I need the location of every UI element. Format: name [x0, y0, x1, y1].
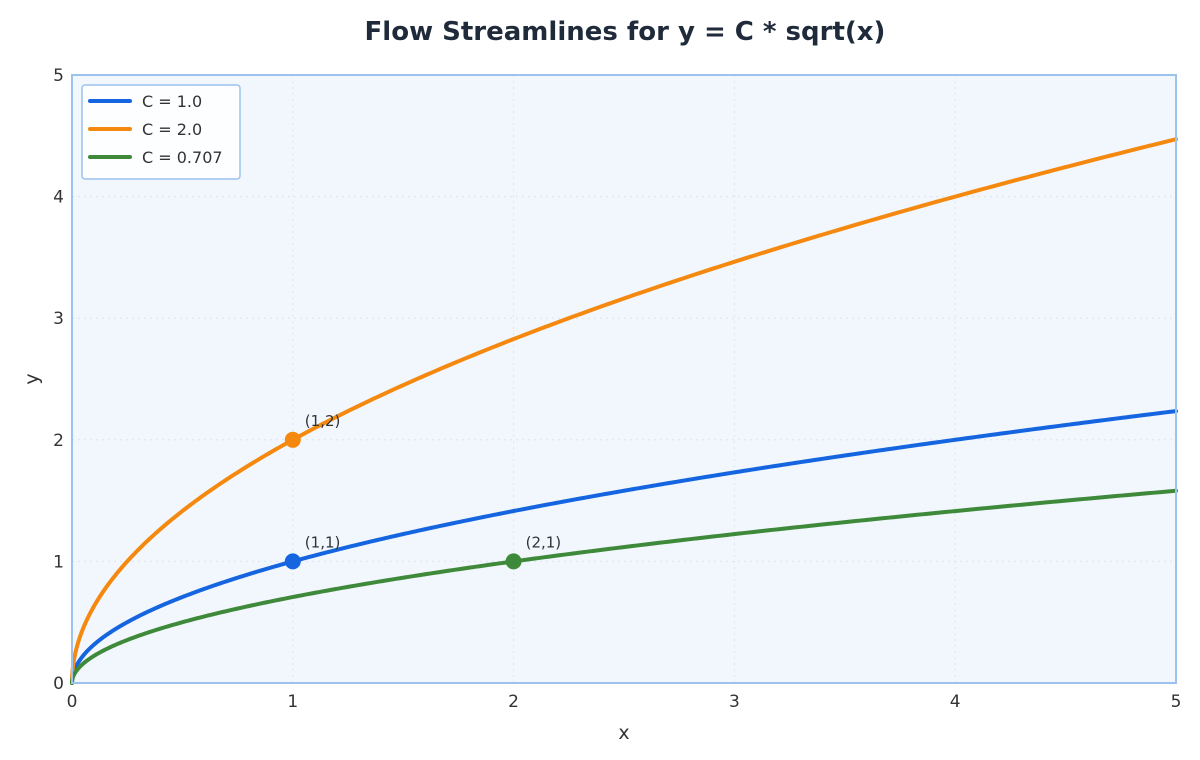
- y-tick-label: 1: [53, 552, 64, 572]
- plot-area: [72, 75, 1176, 683]
- x-tick-label: 5: [1171, 692, 1182, 712]
- y-tick-label: 2: [53, 431, 64, 451]
- x-tick-label: 1: [287, 692, 298, 712]
- point-label-1: (1,1): [305, 533, 341, 551]
- x-tick-label: 4: [950, 692, 961, 712]
- x-tick-label: 0: [67, 692, 78, 712]
- y-tick-labels: 0 1 2 3 4 5: [53, 66, 64, 694]
- legend-label-0: C = 1.0: [142, 92, 202, 111]
- y-tick-label: 3: [53, 309, 64, 329]
- legend-label-1: C = 2.0: [142, 120, 202, 139]
- x-tick-labels: 0 1 2 3 4 5: [67, 692, 1182, 712]
- series-line-1: [70, 137, 1178, 685]
- point-marker-1: [284, 553, 301, 570]
- point-label-2: (2,1): [526, 533, 562, 551]
- grid: [72, 75, 1176, 683]
- plot-frame: [71, 74, 1177, 684]
- point-marker-2: [505, 553, 522, 570]
- legend-label-2: C = 0.707: [142, 148, 223, 167]
- annotated-points: (1,2) (1,1) (2,1): [284, 412, 562, 570]
- chart-title: Flow Streamlines for y = C * sqrt(x): [365, 17, 886, 47]
- y-tick-label: 5: [53, 66, 64, 86]
- point-label-0: (1,2): [305, 412, 341, 430]
- x-axis-label: x: [618, 722, 629, 744]
- y-tick-label: 0: [53, 674, 64, 694]
- legend: C = 1.0 C = 2.0 C = 0.707: [81, 84, 241, 180]
- y-tick-label: 4: [53, 188, 64, 208]
- x-tick-label: 3: [729, 692, 740, 712]
- series-lines: [70, 137, 1178, 685]
- series-line-0: [70, 409, 1178, 685]
- series-line-2: [70, 488, 1178, 685]
- y-axis-label: y: [21, 373, 43, 384]
- point-marker-0: [284, 431, 301, 448]
- x-tick-label: 2: [508, 692, 519, 712]
